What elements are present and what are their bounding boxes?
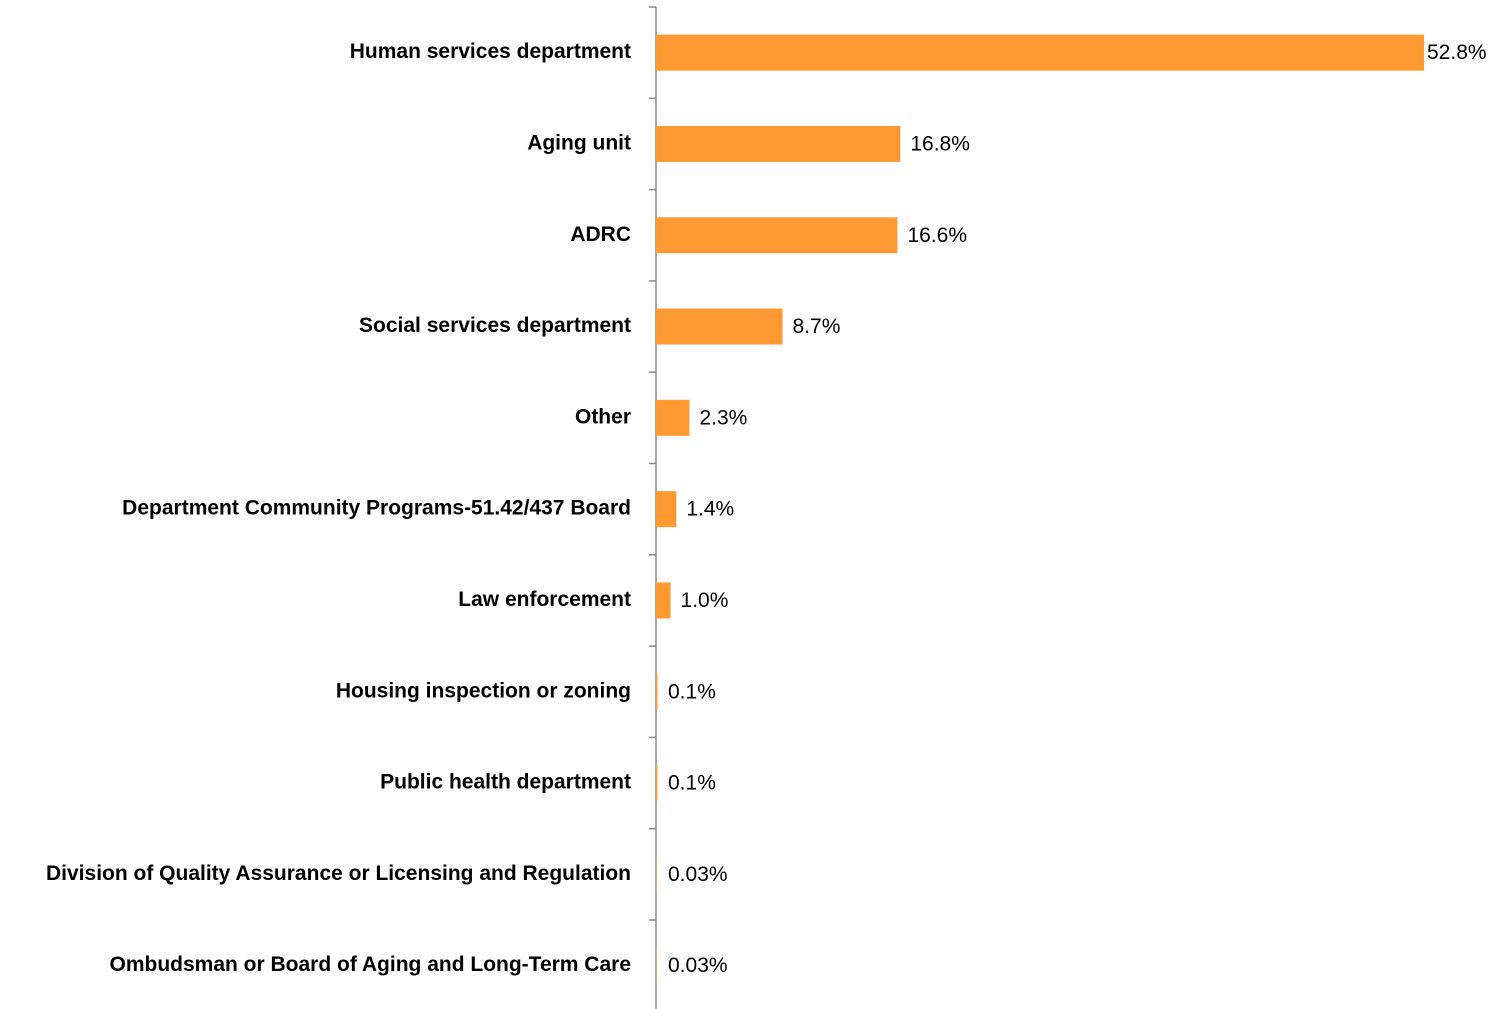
value-label: 16.8% [910,132,970,155]
bar [656,582,671,619]
value-label: 16.6% [907,224,967,247]
value-label: 0.1% [668,680,716,703]
value-label: 1.4% [686,498,734,521]
category-label: Law enforcement [458,588,631,611]
category-label: ADRC [570,223,631,246]
bar [656,308,783,345]
value-label: 8.7% [793,315,841,338]
value-label: 1.0% [681,589,729,612]
category-label: Department Community Programs-51.42/437 … [122,497,631,520]
category-label: Other [575,405,631,428]
value-label: 0.03% [668,863,728,886]
category-label: Aging unit [527,131,631,154]
bar [656,217,898,254]
value-label: 0.03% [668,954,728,977]
bar [656,34,1424,71]
category-label: Division of Quality Assurance or Licensi… [46,862,631,885]
category-label: Social services department [359,314,631,337]
category-label: Housing inspection or zoning [336,679,631,702]
value-label: 2.3% [699,406,747,429]
category-label: Human services department [350,40,631,63]
bar [656,491,677,528]
category-label: Public health department [380,771,631,794]
bar [656,765,658,802]
bar [656,673,658,710]
category-label: Ombudsman or Board of Aging and Long-Ter… [109,953,631,976]
bar [656,125,901,162]
bar [656,399,690,436]
value-label: 0.1% [668,772,716,795]
value-label: 52.8% [1427,41,1487,64]
